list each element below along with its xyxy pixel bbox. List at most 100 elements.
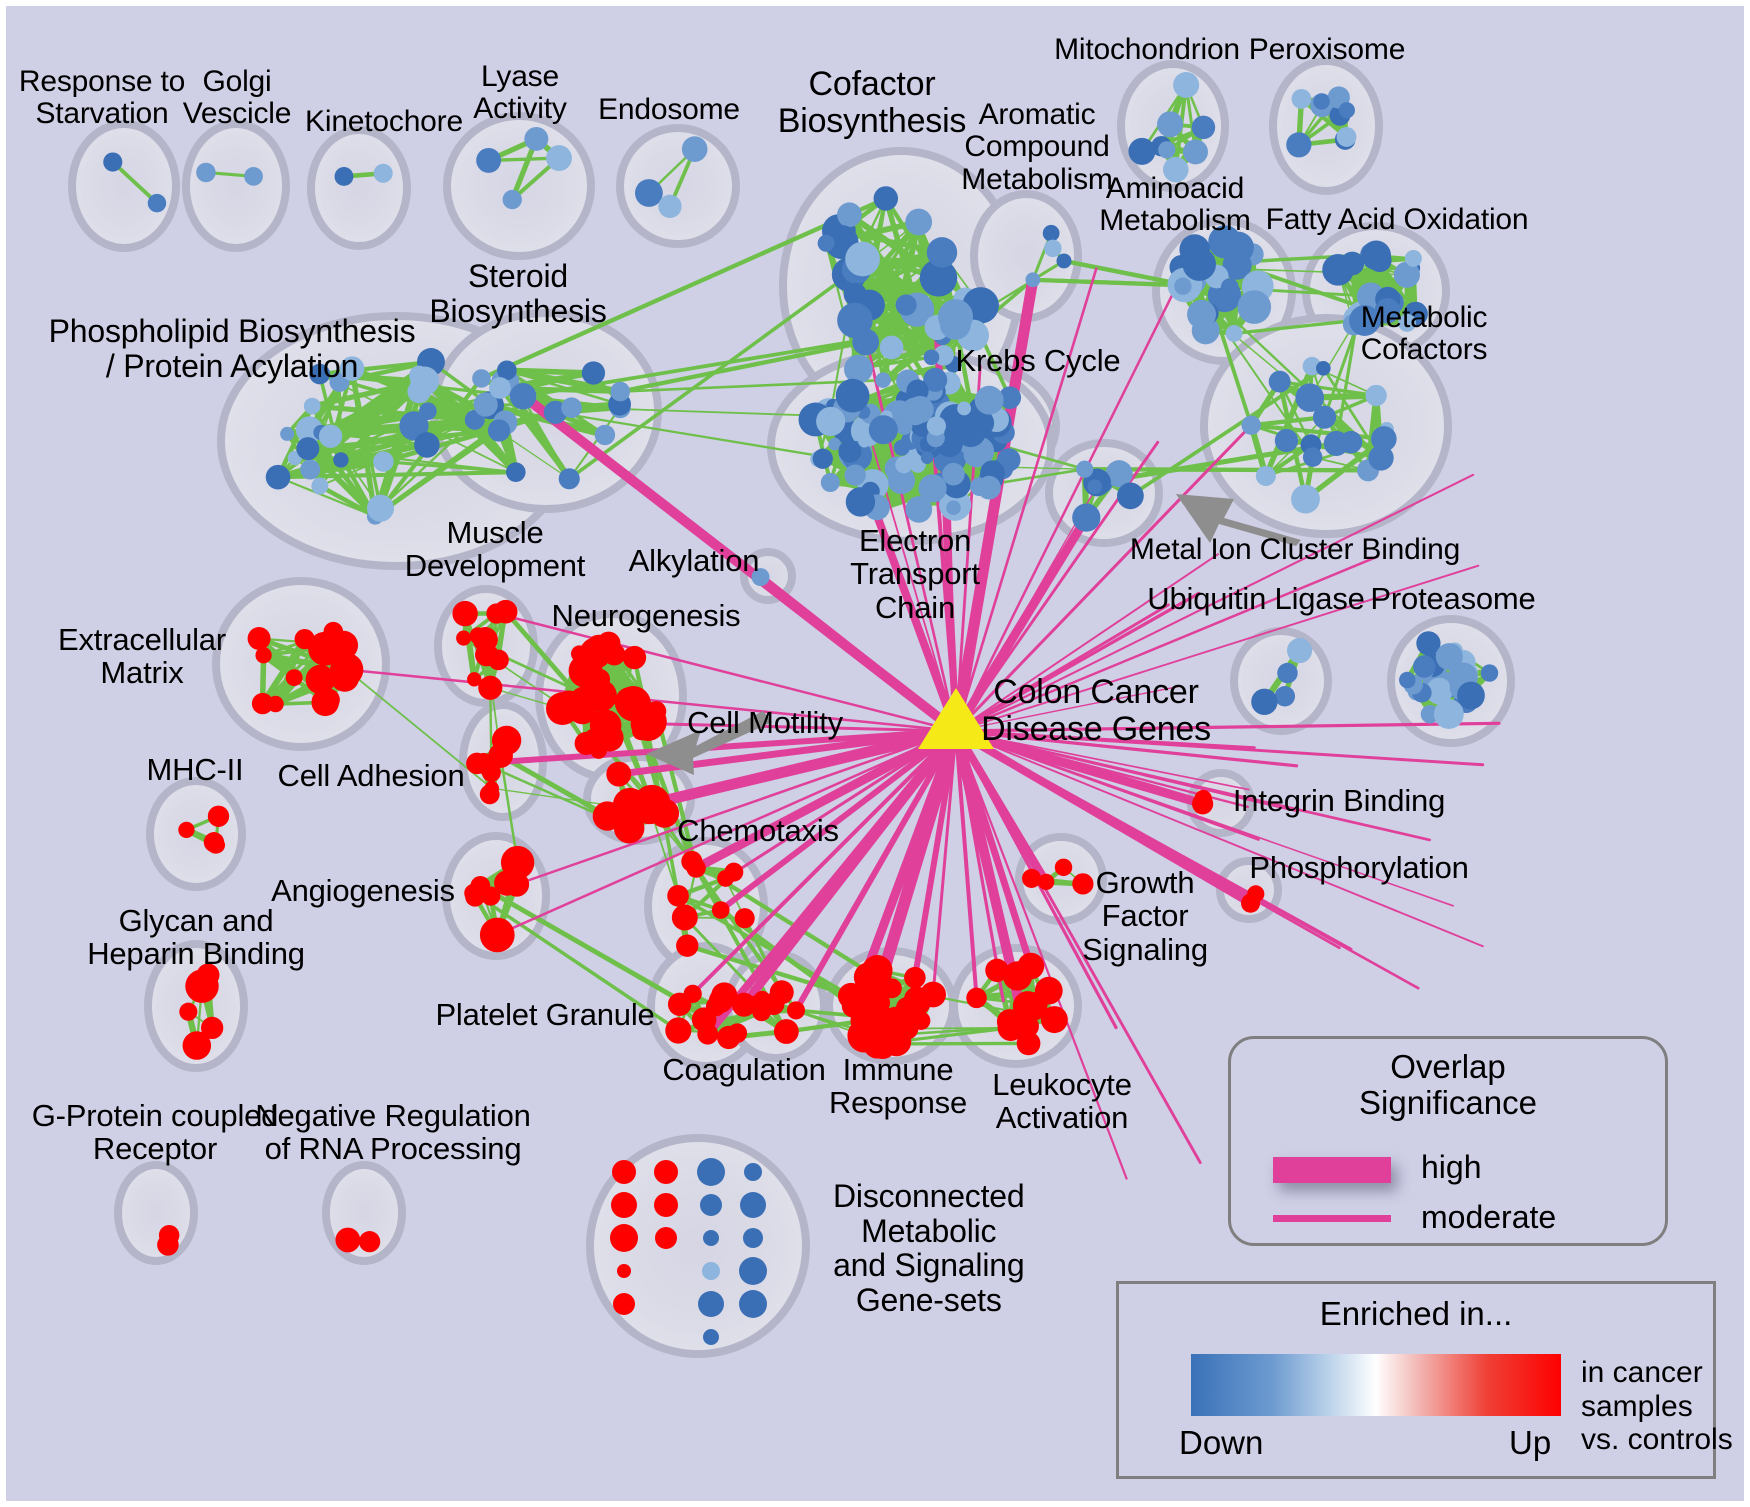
- legend-enriched-title: Enriched in...: [1319, 1295, 1513, 1332]
- node-cofactor-biosynthesis: [837, 202, 862, 228]
- node-electron-transport-chain: [909, 456, 926, 473]
- node-immune-response: [882, 978, 902, 999]
- node-mitochondrion: [1128, 137, 1156, 165]
- node-electron-transport-chain: [918, 474, 947, 503]
- node-electron-transport-chain: [942, 462, 965, 486]
- node-phospholipid-biosynthesis: [300, 459, 321, 480]
- node-phospholipid-biosynthesis: [409, 365, 429, 385]
- node-steroid-biosynthesis: [561, 397, 582, 418]
- node-growth-factor-signaling: [1054, 858, 1073, 877]
- node-metabolic-cofactors: [1368, 445, 1394, 471]
- node-fatty-acid-oxidation: [1398, 313, 1417, 332]
- legend-label-high: high: [1421, 1149, 1482, 1185]
- node-extracellular-matrix: [255, 647, 272, 664]
- legend-label-context: in cancer samples vs. controls: [1581, 1356, 1733, 1457]
- node-negative-regulation-rna-processing: [358, 1231, 381, 1253]
- node-extracellular-matrix: [317, 688, 340, 711]
- node-aromatic-compound-metabolism: [1042, 224, 1060, 242]
- node-muscle-development: [452, 600, 478, 627]
- node-immune-response: [864, 989, 891, 1016]
- node-coagulation: [786, 1001, 806, 1020]
- legend-color-gradient-bar: [1191, 1354, 1561, 1416]
- node-phospholipid-biosynthesis: [303, 397, 321, 415]
- node-platelet-granule: [665, 1017, 692, 1044]
- node-metabolic-cofactors: [1268, 370, 1291, 393]
- node-immune-response: [847, 1018, 882, 1053]
- node-proteasome: [1416, 631, 1441, 656]
- node-glycan-heparin-binding: [179, 1002, 198, 1021]
- node-proteasome: [1399, 671, 1416, 689]
- node-leukocyte-activation: [996, 1009, 1023, 1035]
- legend-overlap-title: Overlap Significance: [1359, 1048, 1537, 1121]
- node-neurogenesis: [614, 687, 645, 717]
- node-muscle-development: [493, 599, 518, 624]
- node-coagulation: [769, 980, 794, 1005]
- node-neurogenesis: [646, 701, 667, 722]
- node-phospholipid-biosynthesis: [414, 432, 440, 458]
- node-platelet-granule: [705, 996, 726, 1017]
- node-cofactor-biosynthesis: [926, 237, 958, 268]
- node-chemotaxis: [717, 869, 734, 887]
- node-immune-response: [904, 989, 931, 1016]
- node-aminoacid-metabolism: [1220, 278, 1239, 296]
- node-immune-response: [837, 982, 865, 1009]
- node-chemotaxis: [671, 904, 698, 931]
- node-extracellular-matrix: [267, 695, 284, 713]
- hub-node-colon-cancer-disease-genes[interactable]: [918, 688, 994, 749]
- node-phospholipid-biosynthesis: [373, 451, 394, 472]
- node-peroxisome: [1291, 88, 1312, 109]
- cluster-halo-kinetochore: [307, 126, 411, 250]
- node-fatty-acid-oxidation: [1374, 298, 1400, 324]
- node-phospholipid-biosynthesis: [309, 363, 331, 385]
- node-metabolic-cofactors: [1302, 447, 1323, 467]
- node-mhc-ii: [178, 821, 195, 839]
- node-glycan-heparin-binding: [200, 1016, 224, 1040]
- node-electron-transport-chain: [977, 475, 1001, 500]
- node-aminoacid-metabolism: [1225, 325, 1243, 342]
- node-lyase-activity: [546, 145, 572, 172]
- node-electron-transport-chain: [828, 437, 841, 451]
- node-electron-transport-chain: [974, 385, 1004, 415]
- node-platelet-granule: [717, 1025, 741, 1050]
- node-cell-motility: [613, 812, 645, 844]
- node-leukocyte-activation: [1016, 1031, 1041, 1056]
- network-canvas: [68, 57, 1515, 1358]
- node-electron-transport-chain: [905, 496, 933, 523]
- node-growth-factor-signaling: [1038, 873, 1055, 891]
- node-metabolic-cofactors: [1371, 426, 1397, 452]
- node-steroid-biosynthesis: [509, 383, 537, 410]
- node-electron-transport-chain: [906, 395, 934, 424]
- node-proteasome: [1435, 643, 1463, 671]
- node-aminoacid-metabolism: [1174, 277, 1192, 295]
- node-alkylation: [751, 568, 770, 587]
- node-electron-transport-chain: [946, 500, 961, 516]
- node-steroid-biosynthesis: [489, 377, 511, 399]
- node-phospholipid-biosynthesis: [265, 464, 291, 490]
- node-cofactor-biosynthesis: [939, 308, 971, 340]
- node-leukocyte-activation: [1040, 1006, 1068, 1034]
- node-muscle-development: [469, 627, 487, 645]
- node-electron-transport-chain: [895, 456, 913, 474]
- node-immune-response: [904, 966, 926, 989]
- node-cofactor-biosynthesis: [879, 335, 904, 360]
- cluster-halo-growth-factor-signaling: [1015, 833, 1107, 925]
- node-kinetochore: [334, 167, 354, 186]
- node-leukocyte-activation: [966, 987, 987, 1009]
- node-cofactor-biosynthesis: [923, 349, 940, 366]
- node-steroid-biosynthesis: [581, 361, 606, 385]
- node-fatty-acid-oxidation: [1393, 261, 1421, 288]
- node-golgi-vesicle: [196, 162, 216, 183]
- node-proteasome: [1413, 655, 1436, 678]
- node-chemotaxis: [734, 908, 755, 929]
- node-phospholipid-biosynthesis: [318, 424, 343, 448]
- node-electron-transport-chain: [893, 439, 910, 456]
- node-electron-transport-chain: [835, 378, 870, 413]
- node-electron-transport-chain: [920, 451, 934, 464]
- node-kinetochore: [373, 163, 393, 183]
- legend-label-up: Up: [1509, 1424, 1552, 1461]
- node-neurogenesis: [589, 668, 611, 690]
- node-metabolic-cofactors: [1291, 484, 1320, 514]
- node-aminoacid-metabolism: [1222, 231, 1254, 264]
- node-coagulation: [748, 995, 766, 1013]
- node-proteasome: [1480, 664, 1499, 682]
